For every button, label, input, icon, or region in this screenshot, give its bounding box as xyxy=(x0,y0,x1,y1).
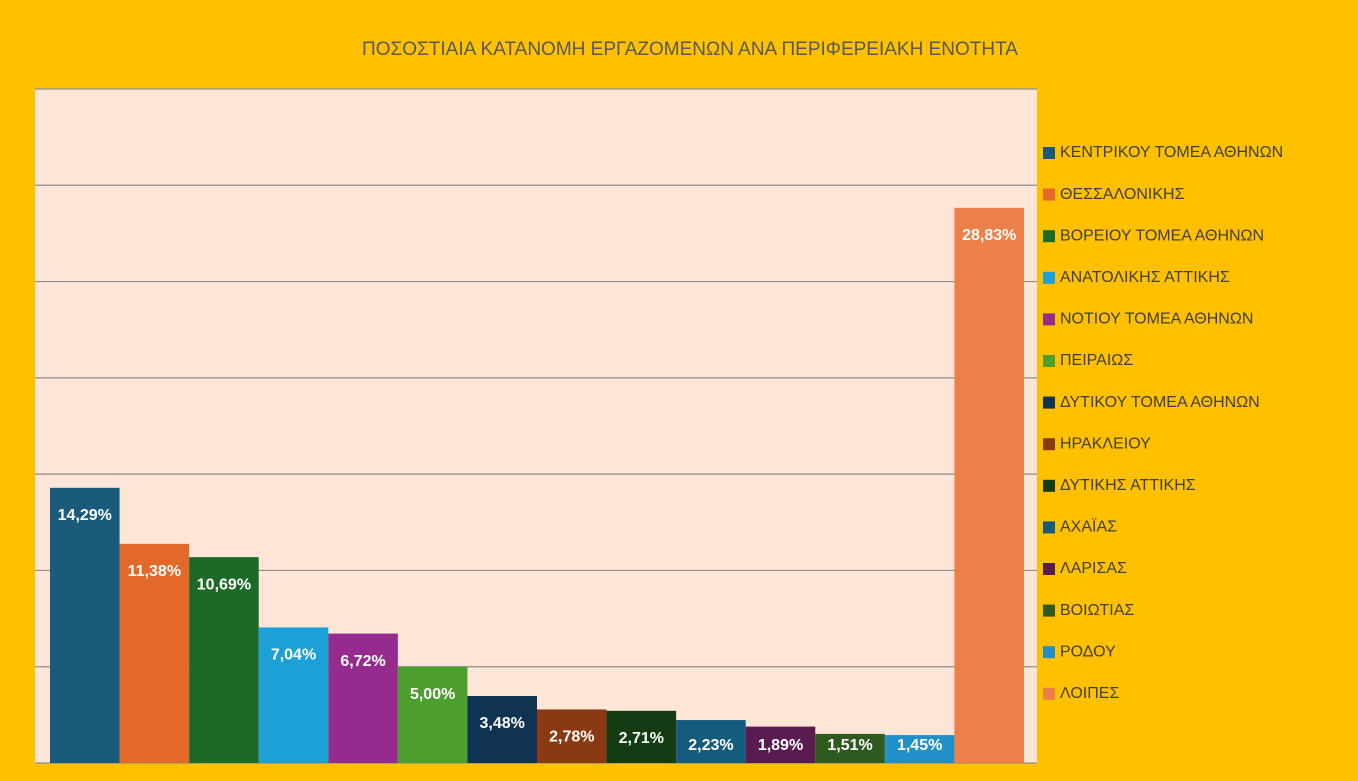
bar xyxy=(50,487,120,763)
legend-label: ΠΕΙΡΑΙΩΣ xyxy=(1060,352,1133,369)
data-label: 1,51% xyxy=(827,737,872,754)
data-label: 1,45% xyxy=(897,737,942,754)
data-label: 14,29% xyxy=(58,507,112,524)
legend-swatch xyxy=(1043,563,1055,575)
legend-swatch xyxy=(1043,188,1055,201)
legend-label: ΗΡΑΚΛΕΙΟΥ xyxy=(1060,435,1151,452)
data-label: 6,72% xyxy=(340,653,385,670)
bar xyxy=(189,557,259,763)
legend-label: ΒΟΡΕΙΟΥ ΤΟΜΕΑ ΑΘΗΝΩΝ xyxy=(1060,227,1264,244)
bar xyxy=(258,627,329,763)
legend-swatch xyxy=(1043,355,1055,367)
data-label: 28,83% xyxy=(962,227,1016,244)
legend-swatch xyxy=(1043,687,1055,700)
bar xyxy=(954,207,1024,763)
legend-swatch xyxy=(1043,271,1055,284)
data-label: 1,89% xyxy=(758,737,803,754)
legend-swatch xyxy=(1043,438,1055,451)
data-label: 7,04% xyxy=(271,647,316,664)
legend-label: ΚΕΝΤΡΙΚΟΥ ΤΟΜΕΑ ΑΘΗΝΩΝ xyxy=(1060,144,1283,161)
data-label: 2,71% xyxy=(619,730,664,747)
bar xyxy=(884,735,955,763)
legend-label: ΛΟΙΠΕΣ xyxy=(1060,685,1119,702)
bar xyxy=(119,543,190,763)
data-label: 5,00% xyxy=(410,686,455,703)
data-label: 10,69% xyxy=(197,576,251,593)
legend-label: ΡΟΔΟΥ xyxy=(1060,643,1116,660)
legend-swatch xyxy=(1043,147,1055,159)
data-label: 11,38% xyxy=(128,563,181,580)
data-label: 2,78% xyxy=(549,729,594,746)
bar xyxy=(606,710,677,763)
bar xyxy=(676,720,746,763)
legend-label: ΔΥΤΙΚΟΥ ΤΟΜΕΑ ΑΘΗΝΩΝ xyxy=(1060,394,1260,411)
bar xyxy=(467,695,537,763)
data-label: 3,48% xyxy=(480,715,525,732)
bar xyxy=(745,726,816,763)
bar xyxy=(815,733,885,763)
bar xyxy=(328,633,398,763)
legend-swatch xyxy=(1043,396,1055,409)
legend-swatch xyxy=(1043,230,1055,243)
legend-swatch xyxy=(1043,646,1055,659)
legend-swatch xyxy=(1043,313,1055,326)
legend-label: ΑΧΑΪΑΣ xyxy=(1060,518,1117,536)
legend-swatch xyxy=(1043,479,1055,492)
legend-label: ΝΟΤΙΟΥ ΤΟΜΕΑ ΑΘΗΝΩΝ xyxy=(1060,311,1253,328)
bar xyxy=(537,709,607,763)
legend-label: ΑΝΑΤΟΛΙΚΗΣ ΑΤΤΙΚΗΣ xyxy=(1060,269,1230,286)
data-label: 2,23% xyxy=(688,737,733,754)
bar xyxy=(397,666,468,763)
legend-label: ΒΟΙΩΤΙΑΣ xyxy=(1060,602,1134,619)
legend-swatch xyxy=(1043,521,1055,534)
legend-label: ΔΥΤΙΚΗΣ ΑΤΤΙΚΗΣ xyxy=(1060,477,1196,494)
legend-label: ΛΑΡΙΣΑΣ xyxy=(1060,560,1127,577)
legend-swatch xyxy=(1043,604,1055,617)
chart-title: ΠΟΣΟΣΤΙΑΙΑ ΚΑΤΑΝΟΜΗ ΕΡΓΑΖΟΜΕΝΩΝ ΑΝΑ ΠΕΡΙ… xyxy=(362,39,1018,60)
legend-label: ΘΕΣΣΑΛΟΝΙΚΗΣ xyxy=(1060,186,1185,203)
